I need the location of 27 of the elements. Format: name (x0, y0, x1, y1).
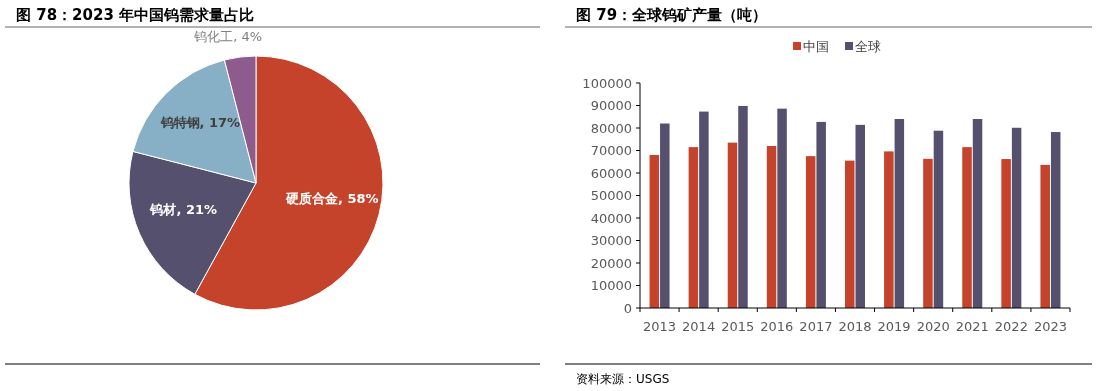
legend-label: 中国 (803, 39, 829, 54)
y-tick-label: 90000 (590, 98, 632, 113)
title: 图 78：2023 年中国钨需求量占比 (16, 6, 255, 24)
x-tick-label: 2015 (721, 319, 755, 334)
y-tick-label: 40000 (590, 210, 632, 226)
x-tick-label: 2019 (877, 319, 911, 334)
y-tick-label: 100000 (582, 75, 632, 91)
legend-label: 全球 (855, 39, 881, 54)
text: 资料来源：USGS (576, 372, 670, 386)
x-tick-label: 2017 (799, 319, 833, 334)
y-tick-label: 30000 (590, 233, 632, 248)
y-tick-label: 80000 (590, 120, 632, 136)
x-tick-label: 2021 (955, 319, 989, 334)
title: 图 79：全球钨矿产量（吨） (576, 6, 768, 24)
x-tick-label: 2018 (838, 319, 872, 334)
x-tick-label: 2022 (994, 319, 1028, 334)
x-tick-label: 2016 (760, 319, 794, 334)
y-tick-label: 70000 (590, 143, 632, 158)
x-tick-label: 2014 (682, 319, 716, 334)
y-tick-label: 10000 (590, 278, 632, 293)
x-tick-label: 2020 (916, 319, 950, 334)
x-tick-label: 2013 (643, 319, 677, 334)
y-tick-label: 0 (623, 300, 632, 316)
y-tick-label: 50000 (590, 188, 632, 203)
x-tick-label: 2023 (1033, 319, 1067, 334)
y-tick-label: 20000 (590, 255, 632, 271)
y-tick-label: 60000 (590, 165, 632, 181)
